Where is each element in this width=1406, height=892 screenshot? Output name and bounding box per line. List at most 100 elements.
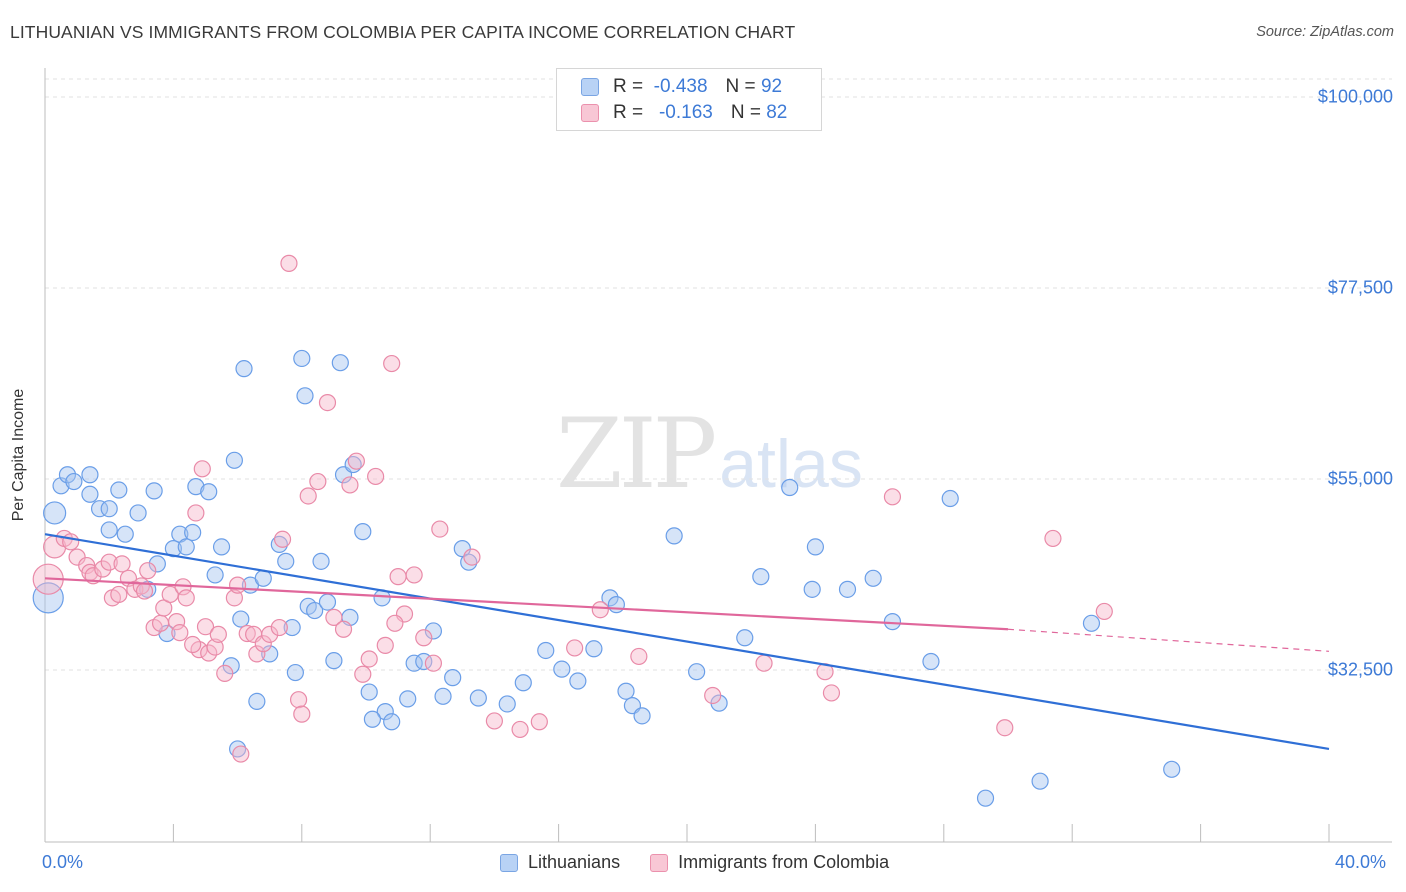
point-colombia	[289, 691, 308, 709]
legend-item-colombia[interactable]: Immigrants from Colombia	[650, 852, 889, 873]
point-colombia	[193, 460, 211, 478]
point-colombia	[161, 585, 179, 604]
point-lithuanian	[148, 555, 166, 573]
point-lithuanian	[803, 580, 821, 598]
point-lithuanian	[806, 538, 825, 556]
point-colombia	[630, 647, 648, 666]
point-lithuanian	[752, 568, 770, 586]
point-colombia	[530, 713, 548, 731]
point-colombia	[376, 636, 394, 654]
point-lithuanian	[293, 349, 311, 368]
point-lithuanian	[354, 523, 372, 541]
point-lithuanian	[363, 710, 382, 728]
point-lithuanian	[270, 535, 288, 553]
point-lithuanian	[460, 553, 478, 571]
point-lithuanian	[145, 482, 163, 500]
point-colombia	[566, 639, 584, 657]
point-lithuanian	[617, 682, 635, 700]
point-colombia	[341, 476, 359, 494]
point-colombia	[110, 585, 128, 604]
point-lithuanian	[312, 552, 330, 570]
point-colombia	[280, 254, 298, 272]
series-legend: Lithuanians Immigrants from Colombia	[500, 852, 919, 873]
point-lithuanian	[498, 695, 516, 713]
legend-label-colombia: Immigrants from Colombia	[678, 852, 890, 872]
point-lithuanian	[922, 652, 940, 671]
point-colombia	[177, 589, 195, 607]
point-lithuanian	[607, 596, 625, 614]
point-lithuanian	[100, 521, 118, 539]
point-colombia	[883, 488, 902, 506]
legend-row-colombia: R = -0.163 N = 82	[581, 101, 787, 125]
legend-label-lithuanians: Lithuanians	[528, 852, 621, 872]
legend-item-lithuanians[interactable]: Lithuanians	[500, 852, 620, 873]
point-lithuanian	[1031, 772, 1049, 790]
point-lithuanian	[90, 500, 109, 518]
trendline-colombia	[44, 577, 1009, 631]
point-colombia	[389, 568, 407, 586]
point-lithuanian	[229, 740, 247, 758]
point-colombia	[62, 533, 80, 551]
point-lithuanian	[318, 593, 337, 611]
point-colombia	[225, 589, 243, 607]
point-lithuanian	[306, 601, 324, 620]
point-colombia	[318, 394, 337, 412]
point-lithuanian	[1163, 760, 1181, 778]
point-colombia	[206, 638, 224, 656]
point-lithuanian	[177, 538, 195, 556]
trendline-lithuanians	[44, 533, 1330, 751]
y-tick-label-32500: $32,500	[1327, 659, 1393, 680]
point-colombia	[273, 530, 292, 548]
point-colombia	[431, 520, 449, 538]
point-lithuanian	[232, 610, 250, 628]
legend-swatch-colombia	[650, 853, 669, 872]
point-colombia	[354, 665, 372, 683]
point-lithuanian	[248, 692, 266, 711]
legend-r-value: -0.163	[658, 102, 713, 123]
point-colombia	[755, 654, 773, 672]
point-colombia	[1095, 602, 1113, 621]
point-lithuanian	[187, 478, 205, 496]
point-colombia	[704, 686, 722, 705]
point-colombia	[485, 712, 503, 730]
legend-n-label: N =	[725, 76, 756, 97]
y-tick-label-77500: $77,500	[1327, 277, 1393, 298]
point-colombia	[293, 705, 311, 723]
point-lithuanian	[376, 702, 394, 721]
point-colombia	[171, 624, 189, 642]
trendline-colombia-extension	[1007, 628, 1330, 652]
point-lithuanian	[43, 501, 67, 525]
legend-n-label: N =	[730, 102, 761, 123]
x-tick-label-0: 0.0%	[42, 852, 84, 872]
point-colombia	[248, 645, 266, 663]
point-colombia	[424, 654, 443, 672]
point-lithuanian	[212, 538, 231, 556]
watermark-zip: ZIP	[556, 398, 717, 510]
point-colombia	[200, 644, 218, 662]
y-tick-label-55000: $55,000	[1327, 468, 1393, 489]
point-colombia	[996, 719, 1014, 737]
legend-row-lithuanians: R = -0.438 N = 92	[581, 75, 782, 99]
point-lithuanian	[200, 483, 218, 501]
point-colombia	[325, 608, 343, 626]
legend-swatch-blue	[581, 78, 599, 96]
legend-swatch-pink	[581, 104, 599, 122]
point-colombia	[360, 650, 378, 668]
point-lithuanian	[225, 451, 243, 469]
point-lithuanian	[110, 481, 128, 499]
point-colombia	[139, 562, 157, 580]
point-lithuanian	[665, 527, 683, 545]
point-lithuanian	[736, 629, 754, 647]
legend-r-value: -0.438	[653, 76, 708, 97]
point-colombia	[463, 548, 481, 566]
point-colombia	[383, 354, 401, 373]
point-colombia	[184, 635, 202, 654]
point-colombia	[216, 664, 234, 682]
point-lithuanian	[569, 672, 587, 690]
point-colombia	[94, 560, 112, 578]
point-colombia	[209, 625, 227, 643]
point-colombia	[367, 467, 385, 486]
point-colombia	[386, 614, 404, 632]
point-lithuanian	[883, 613, 902, 631]
point-lithuanian	[184, 523, 202, 542]
